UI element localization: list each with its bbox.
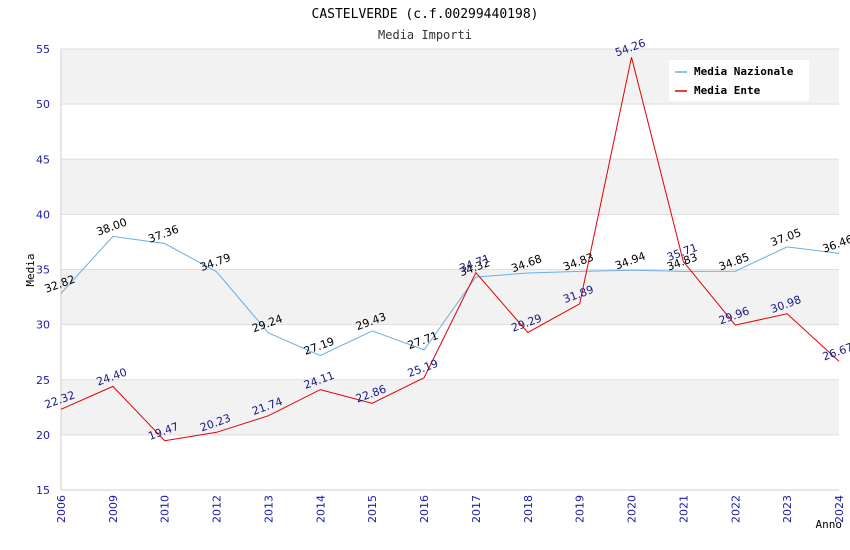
grid-band	[61, 324, 839, 380]
chart-subtitle: Media Importi	[378, 28, 472, 42]
x-tick-label: 2012	[211, 495, 224, 523]
grid-band	[61, 159, 839, 215]
y-tick-label: 30	[36, 319, 50, 332]
x-tick-label: 2009	[107, 495, 120, 523]
x-tick-label: 2019	[574, 495, 587, 523]
series-line-nazionale	[60, 235, 840, 357]
legend: Media Nazionale Media Ente	[669, 60, 809, 101]
y-ticks: 15 20 25 30 35 40 45 50 55	[36, 43, 50, 497]
x-tick-label: 2018	[522, 495, 535, 523]
series-group	[60, 57, 840, 442]
y-tick-label: 50	[36, 98, 50, 111]
x-tick-label: 2014	[314, 495, 327, 523]
legend-label-nazionale: Media Nazionale	[694, 65, 794, 78]
y-tick-label: 35	[36, 264, 50, 277]
x-tick-label: 2006	[55, 495, 68, 523]
x-axis-label: Anno	[816, 518, 843, 531]
y-tick-label: 55	[36, 43, 50, 56]
grid-band	[61, 434, 839, 490]
chart-title: CASTELVERDE (c.f.00299440198)	[312, 7, 539, 22]
x-tick-label: 2023	[781, 495, 794, 523]
grid-band	[61, 104, 839, 160]
legend-box	[669, 60, 809, 101]
y-tick-label: 40	[36, 208, 50, 221]
x-tick-label: 2022	[729, 495, 742, 523]
x-tick-label: 2017	[470, 495, 483, 523]
grid-band	[61, 379, 839, 435]
x-tick-label: 2013	[262, 495, 275, 523]
grid-bands	[61, 49, 839, 490]
x-tick-label: 2010	[159, 495, 172, 523]
y-tick-label: 20	[36, 429, 50, 442]
grid-band	[61, 269, 839, 325]
x-tick-label: 2021	[677, 495, 690, 523]
x-tick-label: 2024	[833, 495, 846, 523]
y-tick-label: 15	[36, 484, 50, 497]
y-axis-label: Media	[24, 253, 37, 286]
series-line-ente	[60, 57, 840, 442]
y-tick-label: 25	[36, 374, 50, 387]
x-ticks: 2006 2009 2010 2012 2013 2014 2015 2016 2017 2018…	[55, 495, 846, 523]
legend-label-ente: Media Ente	[694, 84, 761, 97]
x-tick-label: 2015	[366, 495, 379, 523]
grid-band	[61, 214, 839, 270]
x-tick-label: 2016	[418, 495, 431, 523]
y-tick-label: 45	[36, 153, 50, 166]
x-tick-label: 2020	[626, 495, 639, 523]
